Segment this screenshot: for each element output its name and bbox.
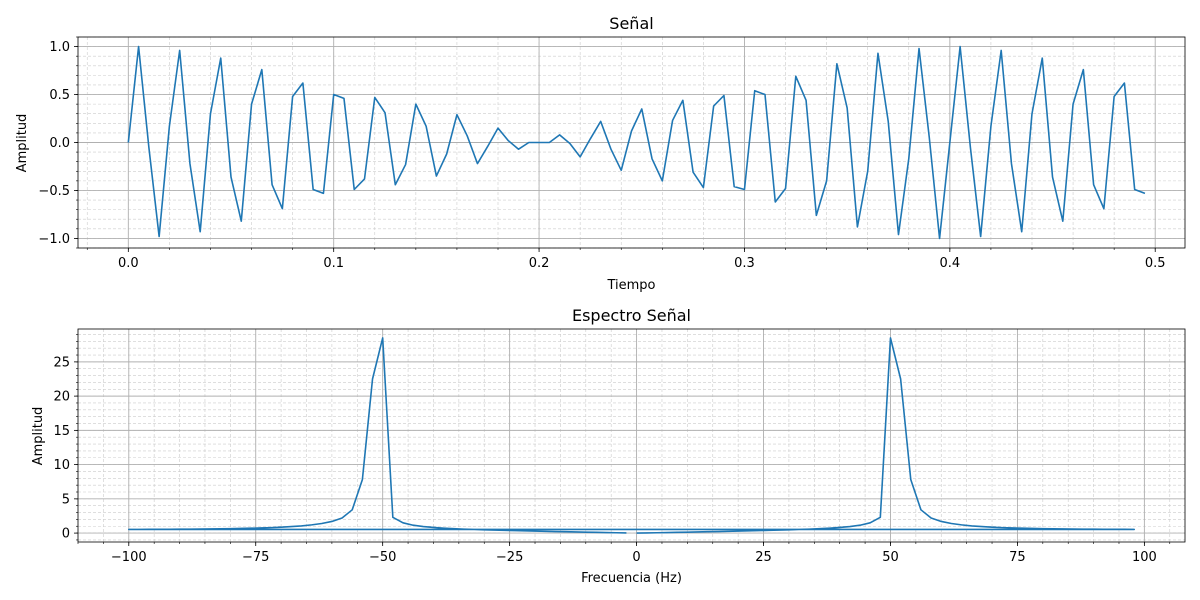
series-line	[127, 45, 1146, 240]
x-tick-label: 0.1	[323, 256, 344, 271]
x-tick-label: 50	[882, 550, 899, 565]
x-tick-label: 0.2	[529, 256, 550, 271]
plot-frame	[77, 328, 1186, 543]
x-tick-label: −25	[496, 550, 523, 565]
y-tick-label: 20	[53, 390, 70, 405]
spectrum-plot: Espectro Señal Frecuencia (Hz) Amplitud …	[31, 306, 1186, 586]
grid	[78, 36, 1185, 249]
x-axis-label: Frecuencia (Hz)	[581, 571, 682, 586]
y-tick-label: 25	[53, 355, 70, 370]
y-axis-label: Amplitud	[15, 114, 30, 173]
y-tick-label: 10	[53, 458, 70, 473]
x-tick-label: 25	[755, 550, 772, 565]
x-tick-label: 0.3	[734, 256, 755, 271]
x-tick-label: 0	[632, 550, 640, 565]
chart-title: Señal	[609, 14, 653, 33]
y-tick-label: 0.0	[49, 136, 70, 151]
signal-plot: Señal Tiempo Amplitud 0.0 0.1 0.2 0.3 0.4 0.5…	[15, 14, 1186, 293]
x-tick-label: 100	[1132, 550, 1157, 565]
x-tick-label: −50	[369, 550, 396, 565]
x-tick-label: 0.4	[939, 256, 960, 271]
y-tick-label: −0.5	[38, 184, 70, 199]
y-tick-label: 15	[53, 424, 70, 439]
chart-title: Espectro Señal	[572, 306, 691, 325]
y-tick-label: 0	[62, 527, 70, 542]
x-tick-label: −75	[242, 550, 269, 565]
x-tick-label: 0.5	[1145, 256, 1166, 271]
y-tick-label: 5	[62, 492, 70, 507]
y-tick-label: 0.5	[49, 88, 70, 103]
grid	[77, 329, 1185, 542]
x-tick-label: 0.0	[118, 256, 139, 271]
x-axis-label: Tiempo	[606, 278, 655, 293]
y-axis-label: Amplitud	[31, 407, 46, 466]
series-line	[127, 337, 1136, 534]
x-tick-label: 75	[1009, 550, 1026, 565]
x-tick-label: −100	[111, 550, 147, 565]
plot-frame	[77, 36, 1186, 249]
y-tick-label: 1.0	[49, 40, 70, 55]
y-tick-label: −1.0	[38, 232, 70, 247]
